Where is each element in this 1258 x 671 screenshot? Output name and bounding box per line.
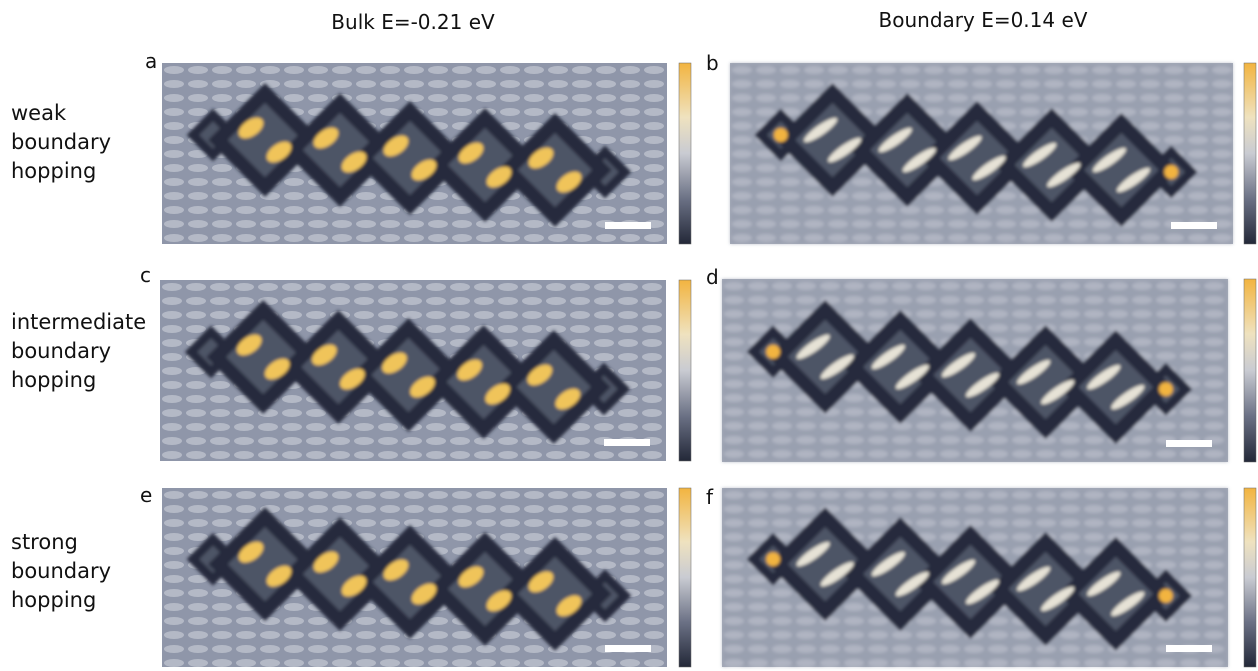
colorbar	[1244, 279, 1256, 462]
stm-image	[160, 280, 666, 461]
colorbar	[679, 63, 691, 244]
edge-state	[1164, 165, 1178, 179]
row-label: hopping	[11, 159, 96, 183]
panel-letter: e	[140, 483, 152, 507]
edge-state	[1159, 589, 1173, 603]
scale-bar	[1171, 222, 1217, 229]
panel-letter: d	[706, 265, 719, 289]
row-label: weak	[11, 101, 67, 125]
image-content	[722, 488, 1228, 667]
edge-state	[766, 552, 780, 566]
colorbar	[1244, 63, 1256, 244]
row-label: boundary	[11, 339, 111, 363]
row-label: strong	[11, 530, 78, 554]
stm-image	[722, 279, 1228, 462]
panel-letter: f	[706, 485, 714, 509]
panel-letter: c	[140, 263, 151, 287]
scale-bar	[604, 439, 650, 446]
scale-bar	[605, 222, 651, 229]
image-content	[722, 279, 1228, 462]
row-label: boundary	[11, 130, 111, 154]
column-title: Boundary E=0.14 eV	[879, 8, 1088, 32]
image-content	[730, 63, 1233, 244]
edge-state	[1159, 382, 1173, 396]
row-label: intermediate	[11, 310, 146, 334]
colorbar	[679, 280, 691, 461]
scale-bar	[1166, 645, 1212, 652]
edge-state	[774, 128, 788, 142]
stm-image	[730, 63, 1233, 244]
panel-letter: a	[145, 49, 157, 73]
figure-canvas: Bulk E=-0.21 eV Boundary E=0.14 eV weak b…	[0, 0, 1258, 671]
column-title: Bulk E=-0.21 eV	[331, 10, 495, 34]
scale-bar	[605, 645, 651, 652]
panel-letter: b	[706, 51, 719, 75]
stm-image	[162, 63, 667, 244]
row-label: hopping	[11, 368, 96, 392]
scale-bar	[1166, 440, 1212, 447]
colorbar	[679, 488, 691, 667]
row-label: hopping	[11, 588, 96, 612]
colorbar	[1244, 488, 1256, 667]
row-label: boundary	[11, 559, 111, 583]
edge-state	[766, 345, 780, 359]
stm-image	[162, 488, 667, 667]
figure: Bulk E=-0.21 eV Boundary E=0.14 eV weak b…	[0, 0, 1258, 671]
stm-image	[722, 488, 1228, 667]
